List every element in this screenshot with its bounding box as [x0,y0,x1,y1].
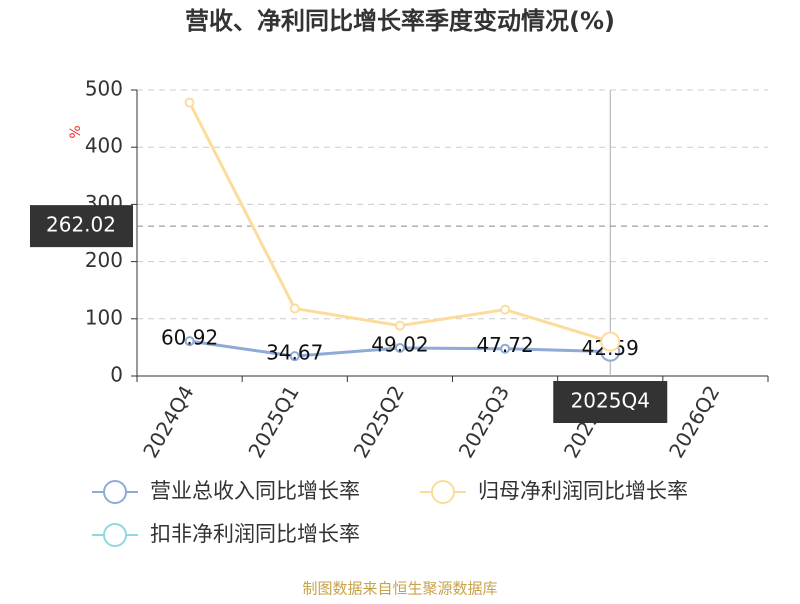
y-tick-label: 500 [85,77,123,101]
point [500,304,511,315]
legend-label: 归母净利润同比增长率 [478,479,688,503]
x-tick-label: 2025Q3 [454,381,514,462]
pointer-label-x: 2025Q4 [571,389,650,413]
point [600,331,621,352]
x-tick-label: 2025Q2 [349,381,409,462]
y-tick-label: 100 [85,305,123,329]
legend-marker [103,523,127,547]
legend-label: 营业总收入同比增长率 [150,479,360,503]
pointer-label-y: 262.02 [46,213,116,237]
legend-marker [103,480,127,504]
x-tick-label: 2024Q4 [138,381,198,462]
data-label: 47.72 [476,333,533,357]
legend-marker [431,480,455,504]
chart-title: 营收、净利同比增长率季度变动情况(%) [185,7,615,35]
y-tick-label: 0 [110,363,123,387]
pointer-label-box-x [553,381,668,423]
point [184,97,195,108]
y-unit: % [68,125,84,138]
point [394,320,405,331]
data-label: 60.92 [161,326,218,350]
point [500,343,511,354]
y-tick-label: 200 [85,248,123,272]
source: 制图数据来自恒生聚源数据库 [302,580,497,598]
x-tick-label: 2026Q2 [664,381,724,462]
point [184,336,195,347]
data-label: 49.02 [371,332,428,356]
point [289,303,300,314]
pointer-label-box-y [30,205,133,248]
legend-label: 扣非净利润同比增长率 [150,522,360,546]
series-line [188,101,611,344]
x-tick-label: 2025Q1 [243,381,303,462]
y-tick-label: 400 [85,134,123,158]
point [289,351,300,362]
data-label: 34.67 [266,341,323,365]
point [394,342,405,353]
